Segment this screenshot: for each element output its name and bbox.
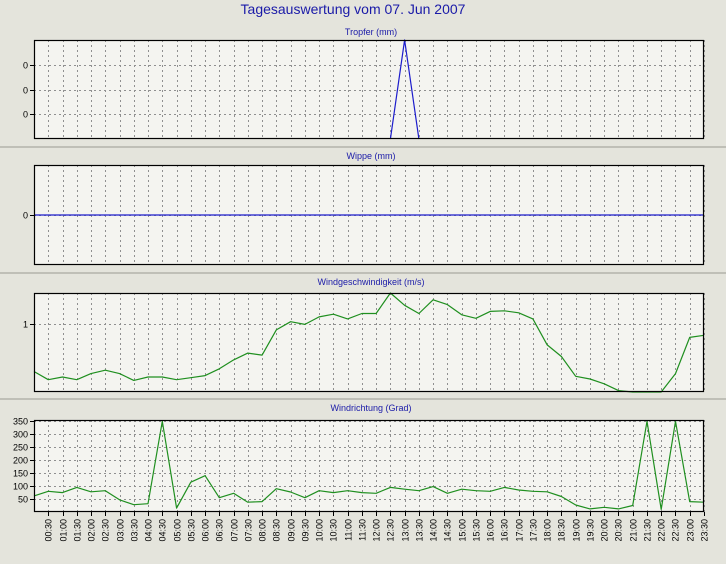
x-tick-label: 19:00 [572,519,582,542]
x-tick-label: 20:00 [600,519,610,542]
x-tick-label: 23:00 [686,519,696,542]
y-tick-label: 200 [13,456,28,466]
x-tick-label: 08:30 [272,519,282,542]
x-tick-label: 15:00 [458,519,468,542]
x-tick-label: 03:00 [116,519,126,542]
x-tick-label: 18:00 [543,519,553,542]
panel-title: Tropfer (mm) [345,27,397,37]
panel-title: Wippe (mm) [347,151,396,161]
x-tick-label: 19:30 [586,519,596,542]
x-tick-label: 04:30 [158,519,168,542]
x-axis: 00:30 01:00 01:30 02:00 02:30 03:00 03:30 04:00… [44,512,710,542]
x-tick-label: 09:30 [301,519,311,542]
chart-title: Tagesauswertung vom 07. Jun 2007 [241,1,466,17]
x-tick-label: 06:00 [201,519,211,542]
chart-panel-2: Wippe (mm) 0 [23,151,705,266]
panel-title: Windgeschwindigkeit (m/s) [317,277,424,287]
x-tick-label: 21:30 [643,519,653,542]
panel-title: Windrichtung (Grad) [330,403,411,413]
series-line [33,420,705,510]
series-line [33,292,705,393]
x-tick-label: 10:00 [315,519,325,542]
y-tick-label: 0 [23,86,28,96]
chart-panel-3: Windgeschwindigkeit (m/s) 1 [23,277,705,393]
x-tick-label: 22:00 [657,519,667,542]
plot-frame [33,419,705,513]
x-tick-label: 10:30 [329,519,339,542]
x-tick-label: 17:00 [515,519,525,542]
plot-area [34,40,704,139]
y-tick-label: 350 [13,417,28,427]
x-tick-label: 03:30 [130,519,140,542]
x-tick-label: 00:30 [44,519,54,542]
plot-frame [33,39,705,140]
x-tick-label: 17:30 [529,519,539,542]
x-tick-label: 22:30 [671,519,681,542]
x-tick-label: 14:30 [443,519,453,542]
x-tick-label: 07:30 [244,519,254,542]
chart-panel-4: Windrichtung (Grad) 50 100 150 200 250 300 350 [13,403,705,513]
x-tick-label: 12:00 [372,519,382,542]
y-tick-label: 1 [23,320,28,330]
x-tick-label: 14:00 [429,519,439,542]
x-tick-label: 02:30 [101,519,111,542]
x-tick-label: 11:00 [344,519,354,541]
x-tick-label: 02:00 [87,519,97,542]
x-tick-label: 12:30 [386,519,396,542]
plot-area [34,293,704,392]
x-tick-label: 01:00 [59,519,69,542]
y-tick-label: 50 [18,495,28,505]
x-tick-label: 15:30 [472,519,482,542]
y-tick-label: 0 [23,110,28,120]
y-tick-label: 100 [13,482,28,492]
y-tick-label: 0 [23,211,28,221]
x-tick-label: 04:00 [144,519,154,542]
x-tick-label: 01:30 [73,519,83,542]
x-tick-label: 13:00 [401,519,411,542]
plot-frame [33,164,705,266]
y-tick-label: 250 [13,443,28,453]
y-tick-label: 300 [13,430,28,440]
x-tick-label: 18:30 [557,519,567,542]
x-tick-label: 23:30 [700,519,710,542]
x-tick-label: 07:00 [230,519,240,542]
x-tick-label: 05:30 [187,519,197,542]
x-tick-label: 08:00 [258,519,268,542]
plot-area [34,420,704,512]
x-tick-label: 20:30 [614,519,624,542]
x-tick-label: 21:00 [629,519,639,542]
x-tick-label: 16:00 [486,519,496,542]
plot-frame [33,292,705,393]
x-tick-label: 11:30 [358,519,368,541]
x-tick-label: 06:30 [215,519,225,542]
chart-panel-1: Tropfer (mm) 0 0 0 [23,27,705,140]
x-tick-label: 16:30 [500,519,510,542]
x-tick-label: 09:00 [287,519,297,542]
x-tick-label: 13:30 [415,519,425,542]
x-tick-label: 05:00 [173,519,183,542]
y-tick-label: 0 [23,61,28,71]
y-tick-label: 150 [13,469,28,479]
